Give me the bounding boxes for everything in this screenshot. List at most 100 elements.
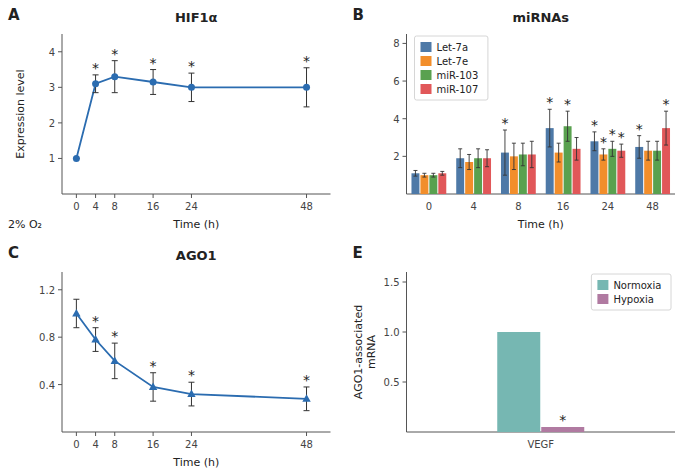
error-cap [476,167,480,168]
x-tick-label: 48 [300,439,313,450]
y-tick [58,384,62,385]
significance-star: * [188,58,195,74]
x-tick-label: 0 [73,201,79,212]
error-bar [503,130,507,175]
significance-star: * [501,115,508,131]
error-bar [592,132,596,151]
panel-letter: B [353,6,364,24]
y-tick-label: 1 [49,153,55,164]
legend-swatch [421,56,432,66]
legend: Let-7aLet-7emiR-103miR-107 [415,36,488,100]
significance-star: * [92,313,99,329]
error-stem [478,149,479,168]
y-tick [403,81,407,82]
error-stem [648,141,649,160]
error-bar [548,109,552,147]
x-tick-label: 24 [185,439,198,450]
annotation: 2% O₂ [8,218,42,231]
x-tick [114,432,115,436]
marker [92,80,99,87]
error-bar [422,173,426,177]
legend-swatch [597,280,608,290]
error-cap [530,141,534,142]
plot-area [411,109,670,194]
error-bar [413,170,417,176]
error-cap [637,158,641,159]
error-stem [415,170,416,176]
error-cap [485,149,489,150]
y-tick [58,87,62,88]
legend-label: Normoxia [613,280,661,291]
figure: HIF1αTime (h)Expression level12340481624… [0,0,689,476]
error-stem [513,143,514,169]
error-cap [476,148,480,149]
error-bar [655,141,659,160]
bar [420,175,428,194]
error-stem [460,149,461,168]
y-axis-line [406,34,407,194]
x-axis-line [407,194,676,195]
bar [411,173,419,194]
significance-star: * [303,372,310,388]
error-stem [442,171,443,175]
significance-star: * [150,55,157,71]
marker [72,309,80,317]
error-stem [567,111,568,141]
y-axis-line [406,272,407,432]
error-bar [431,173,435,177]
error-cap [485,166,489,167]
significance-star: * [618,129,625,145]
marker [187,390,195,398]
error-cap [646,141,650,142]
legend-label: Let-7a [437,42,469,53]
significance-star: * [111,46,118,62]
y-tick [58,122,62,123]
x-tick-label: 8 [112,201,118,212]
error-cap [304,106,310,107]
error-cap [548,146,552,147]
x-tick-label: 4 [92,201,98,212]
x-tick-label: 16 [147,439,160,450]
legend-label: Hypoxia [613,294,653,305]
error-cap [512,169,516,170]
x-tick-label: 24 [602,201,615,212]
x-tick [191,432,192,436]
x-tick [153,432,154,436]
error-bar [530,141,534,167]
significance-star: * [591,117,598,133]
significance-star: * [150,358,157,374]
y-tick [403,118,407,119]
error-stem [612,141,613,156]
legend-swatch [421,84,432,94]
x-tick-label: 48 [646,201,659,212]
x-label: Time (h) [517,218,564,231]
error-cap [655,141,659,142]
y-tick [403,332,407,333]
significance-star: * [663,96,670,112]
significance-star: * [303,53,310,69]
error-bar [512,143,516,169]
y-tick-label: 1.5 [384,277,400,288]
legend-swatch [421,42,432,52]
error-stem [621,144,622,157]
x-tick-label: 0 [426,201,432,212]
x-tick [114,194,115,198]
legend-label: miR-103 [437,70,479,81]
y-tick [403,156,407,157]
y-tick-label: 8 [393,38,399,49]
error-stem [558,143,559,162]
significance-star: * [564,96,571,112]
x-tick [76,194,77,198]
x-tick-label: 48 [300,201,313,212]
significance-star: * [636,121,643,137]
y-tick [58,289,62,290]
y-tick [58,51,62,52]
error-cap [521,165,525,166]
error-cap [458,148,462,149]
error-cap [610,156,614,157]
y-tick [58,337,62,338]
error-cap [112,92,118,93]
y-axis-line [62,272,63,432]
error-stem [639,136,640,159]
x-tick [76,432,77,436]
